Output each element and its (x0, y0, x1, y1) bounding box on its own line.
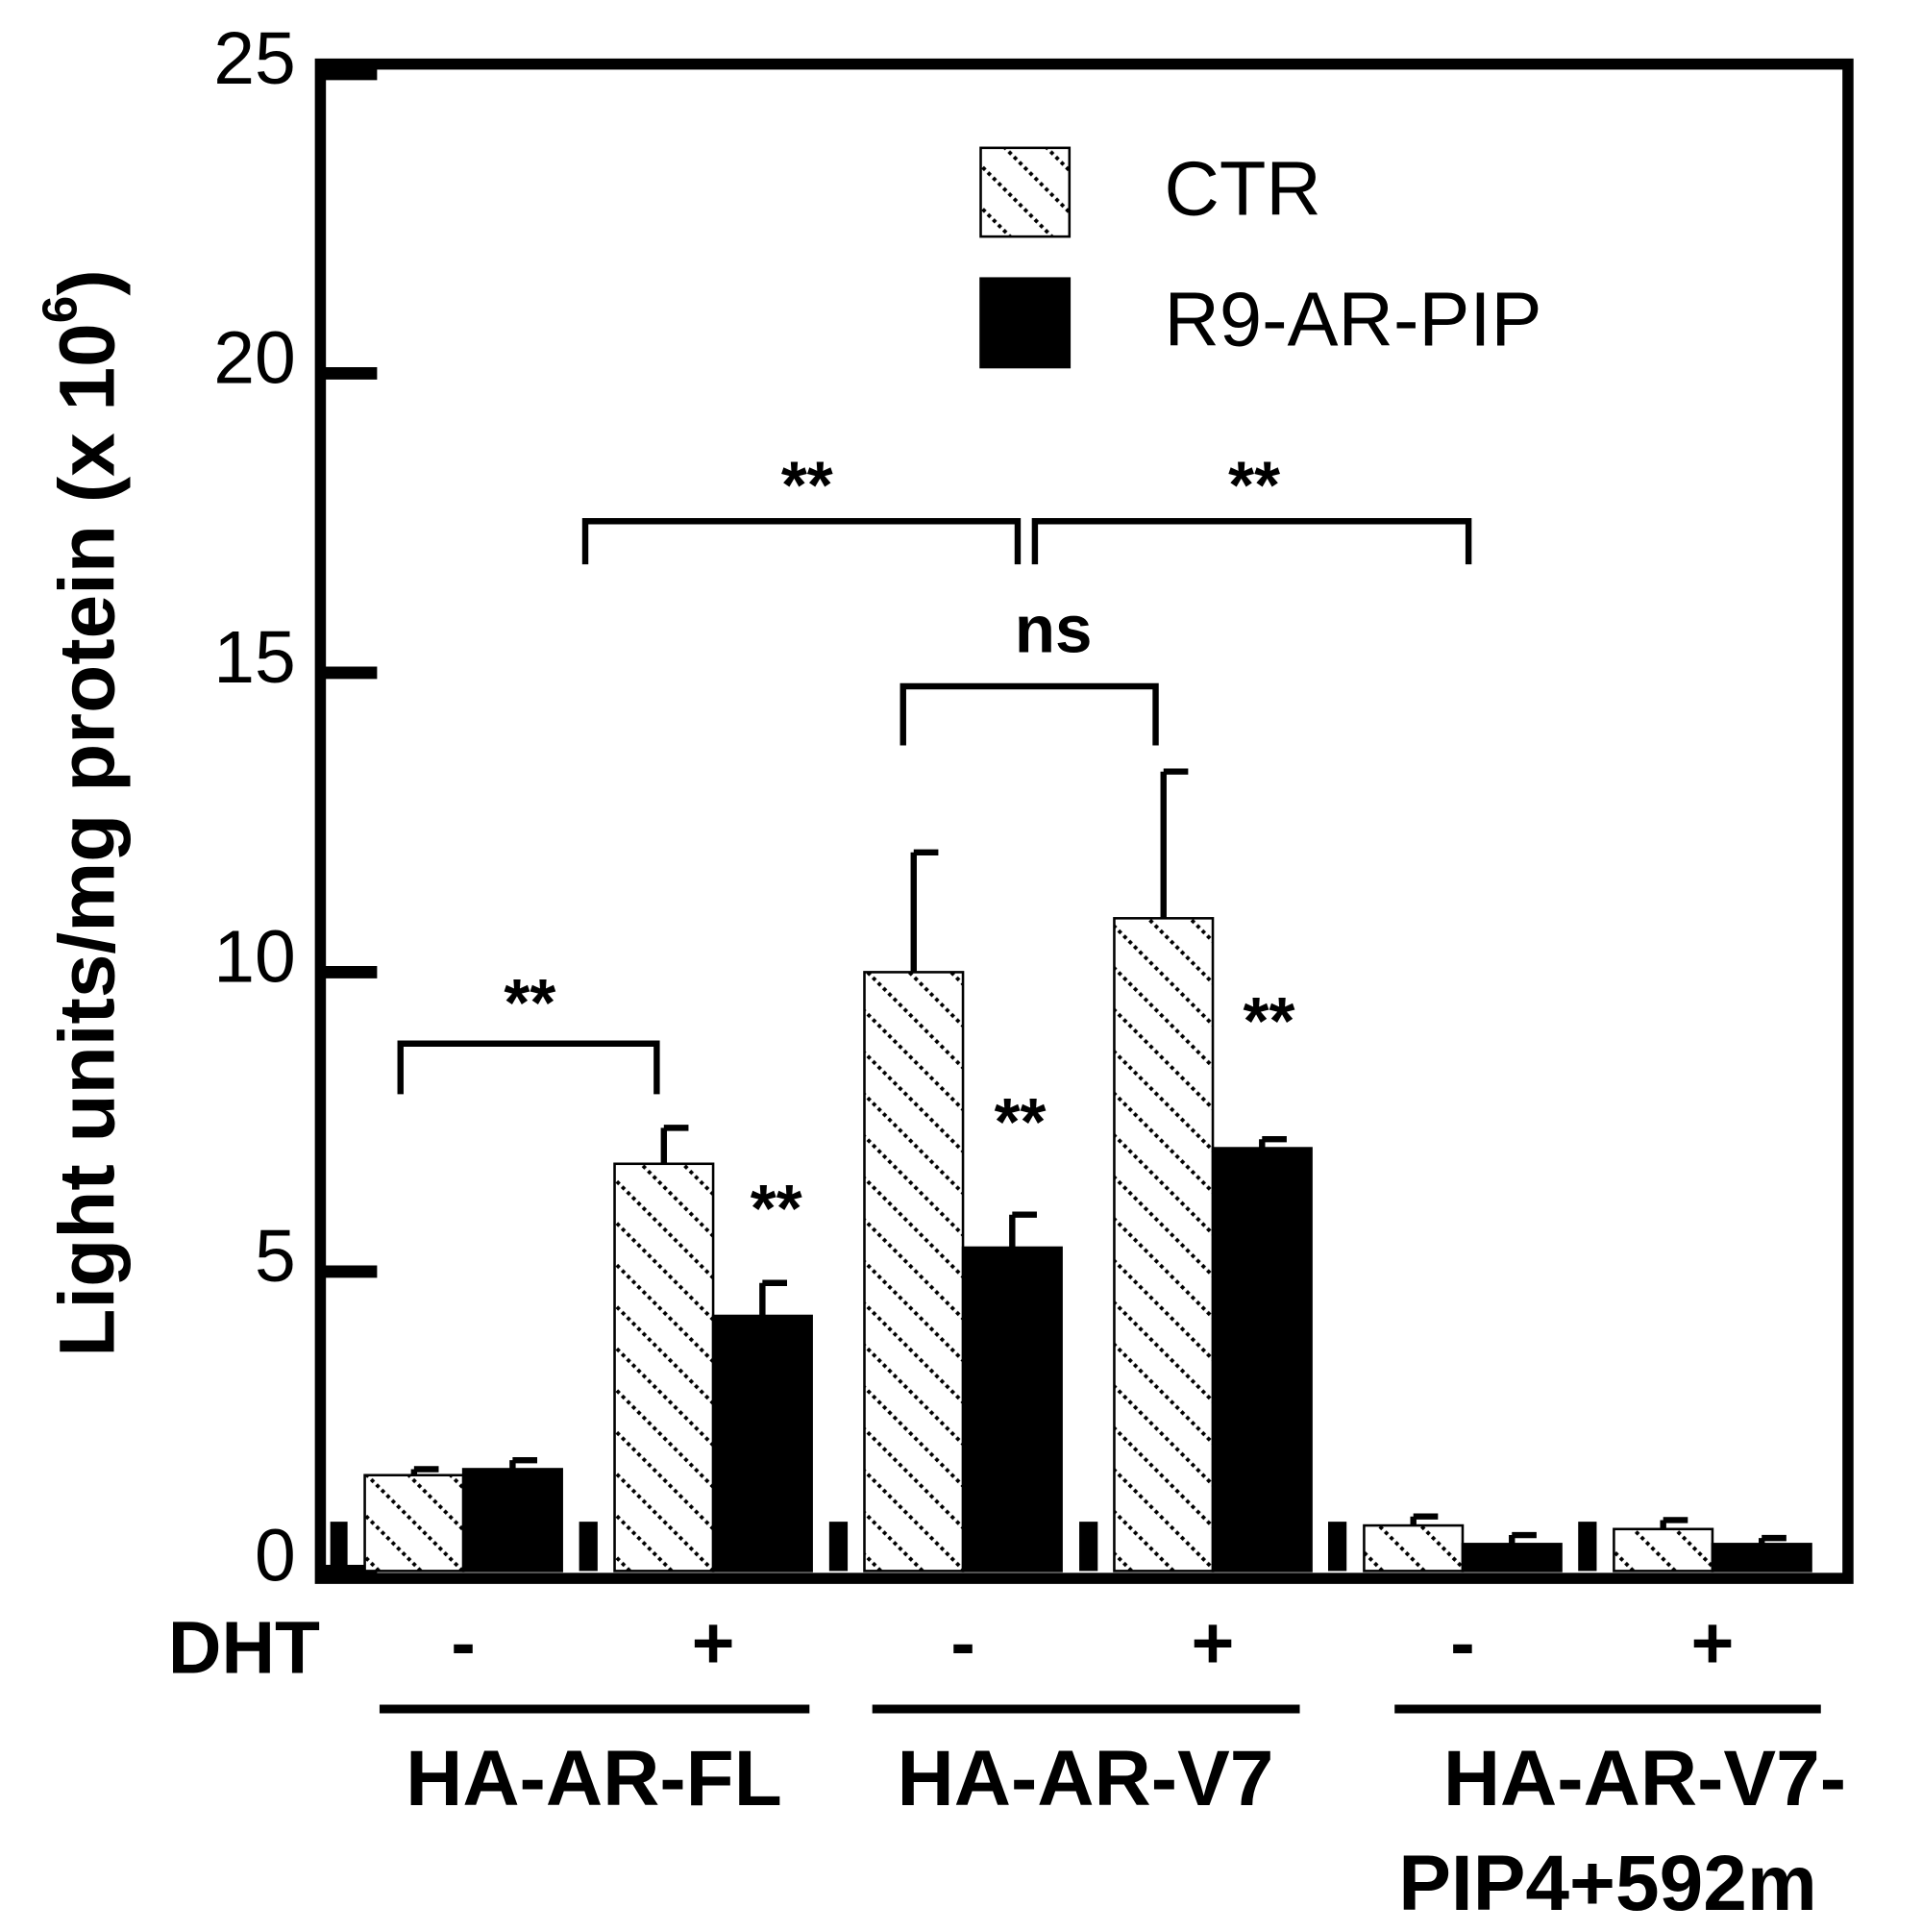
legend-label: R9-AR-PIP (1165, 276, 1542, 361)
category-ticks (330, 1522, 1597, 1572)
annotation: ** (751, 1171, 802, 1246)
group-label: HA-AR-FL (406, 1735, 782, 1822)
error-bar (910, 849, 939, 973)
x-tick-label: - (950, 1601, 975, 1684)
x-tick-label: - (1450, 1601, 1475, 1684)
annotation: ns (1015, 591, 1093, 666)
bar (1711, 1543, 1812, 1573)
legend-swatch (979, 277, 1072, 369)
legend-swatch (979, 146, 1072, 238)
x-tick-label: + (1192, 1601, 1235, 1684)
bar (1613, 1527, 1714, 1573)
row-label: DHT (168, 1607, 320, 1690)
error-bar (1410, 1513, 1439, 1526)
group-label: HA-AR-V7- (1443, 1735, 1846, 1822)
bar (613, 1162, 715, 1573)
error-bar (509, 1456, 538, 1470)
y-tick-label: 10 (213, 915, 296, 998)
annotation: ** (995, 1084, 1047, 1159)
y-tick-label: 25 (213, 17, 296, 100)
bar (863, 971, 965, 1573)
bar (1113, 917, 1215, 1573)
annotation: ** (1244, 983, 1295, 1058)
error-bar (660, 1125, 689, 1164)
y-tick-label: 20 (213, 316, 296, 399)
error-bar (1660, 1517, 1688, 1529)
annotation: ** (504, 965, 555, 1040)
group-label: HA-AR-V7 (898, 1735, 1274, 1822)
y-tick-label: 15 (213, 616, 296, 699)
annotation: ** (1228, 447, 1280, 522)
significance-brackets (397, 518, 1472, 1095)
error-bar (1009, 1211, 1037, 1248)
y-label-sup: 6 (32, 296, 86, 324)
x-tick-label: + (1690, 1601, 1734, 1684)
bar (1211, 1147, 1313, 1573)
group-label: PIP4+592m (1398, 1840, 1817, 1927)
error-bar (759, 1279, 787, 1317)
error-bar (1160, 768, 1189, 919)
bar (1461, 1543, 1563, 1573)
bar (461, 1468, 563, 1573)
bar (1363, 1523, 1465, 1573)
error-bar (1259, 1136, 1287, 1149)
y-tick-label: 5 (255, 1215, 296, 1298)
x-tick-label: - (451, 1601, 476, 1684)
bar (711, 1314, 813, 1573)
y-label-text: Light units/mg protein (x 10 (43, 323, 131, 1357)
x-tick-label: + (692, 1601, 735, 1684)
error-bar (1509, 1531, 1537, 1545)
y-axis-label: Light units/mg protein (x 106) (32, 269, 131, 1356)
y-tick-label: 0 (255, 1514, 296, 1597)
legend-label: CTR (1165, 146, 1321, 232)
bar (961, 1246, 1063, 1573)
bar (363, 1474, 465, 1573)
annotation: ** (781, 447, 833, 522)
plot-frame (314, 58, 1854, 1584)
y-label-end: ) (43, 269, 131, 295)
